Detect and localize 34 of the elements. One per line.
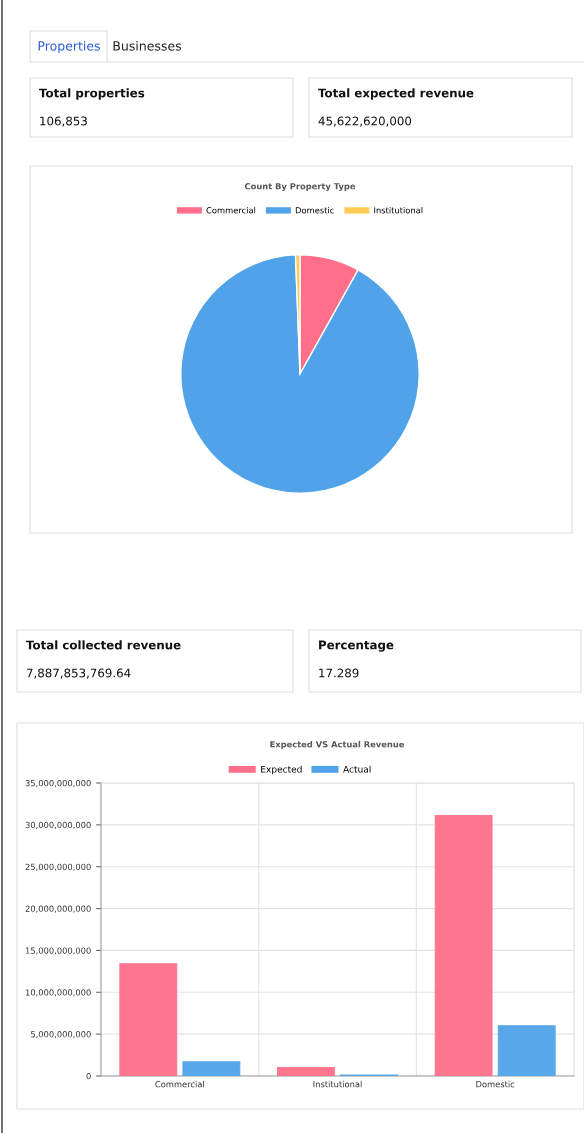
text: 106,853 [40,116,87,127]
y-tick-label: 10,000,000,000 [25,989,91,997]
text: 45,622,620,000 [318,116,412,127]
legend-label: Institutional [374,206,423,214]
text: Businesses [113,40,182,51]
legend-label: Expected [261,765,302,775]
text: Properties [38,40,100,54]
bar [277,1067,335,1076]
y-tick-label: 30,000,000,000 [25,821,91,829]
bar [497,1025,556,1076]
y-tick-label: 5,000,000,000 [30,1031,91,1039]
chart-title: Expected VS Actual Revenue [270,740,405,750]
legend-label: Domestic [295,206,334,214]
bar [182,1061,241,1076]
legend-label: Commercial [206,206,256,214]
text: 17.289 [319,668,359,678]
text: 7,887,853,769.64 [26,668,131,679]
x-tick-label: Institutional [313,1080,362,1088]
legend-label: Actual [343,765,371,773]
y-tick-label: 25,000,000,000 [25,863,91,871]
text: Total properties [39,88,145,100]
bar [434,815,493,1076]
chart-title: Count By Property Type [244,183,356,192]
text: Total collected revenue [26,640,181,650]
y-tick-label: 20,000,000,000 [25,905,91,913]
text: Percentage [319,640,394,652]
y-tick-label: 15,000,000,000 [25,947,91,955]
pie-slice [180,254,420,494]
x-tick-label: Commercial [155,1080,204,1088]
y-tick-label: 0 [86,1072,91,1080]
bar [119,963,178,1076]
x-tick-label: Domestic [476,1080,515,1088]
text: Total expected revenue [318,88,474,100]
y-tick-label: 35,000,000,000 [25,779,91,788]
